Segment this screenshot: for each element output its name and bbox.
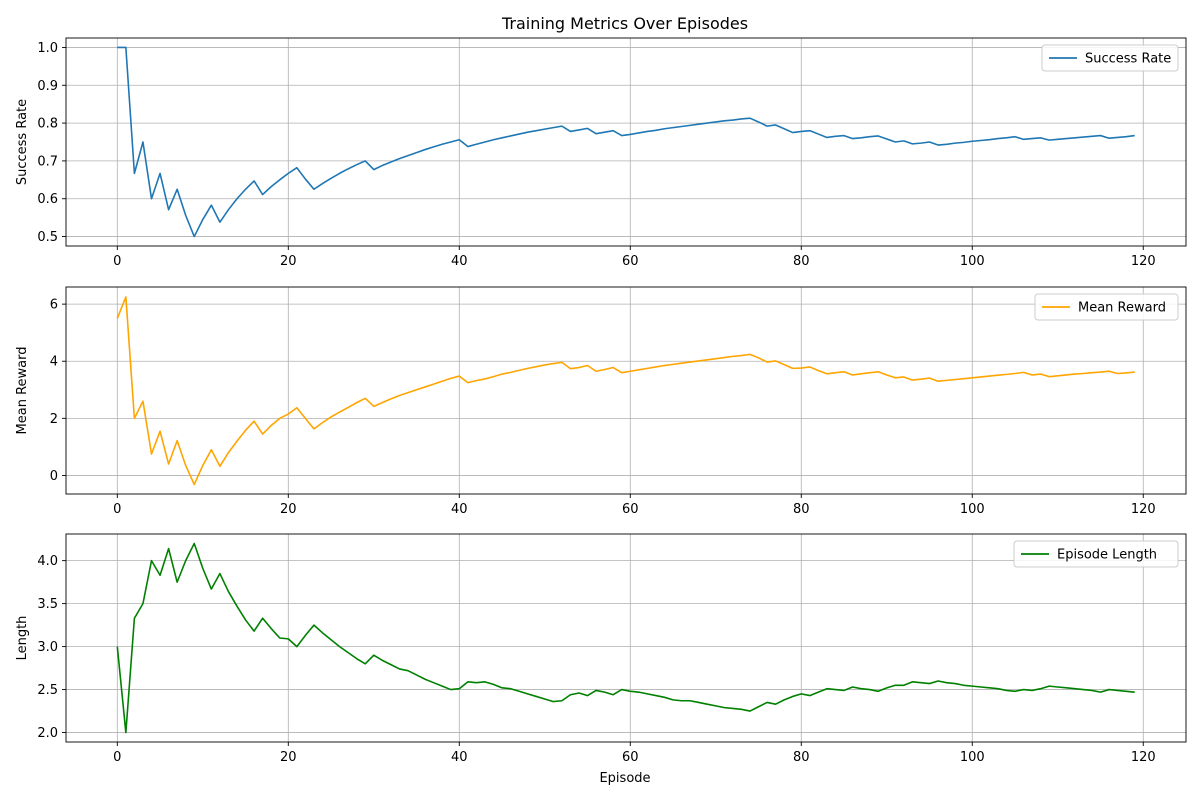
y-tick-label: 0.7 [37,154,58,169]
y-tick-label: 0 [50,469,58,484]
y-tick-label: 3.0 [37,640,58,655]
series-line [116,296,1135,486]
y-tick-label: 2 [50,412,58,427]
axes-frame [65,533,1187,743]
legend: Success Rate [1041,44,1179,72]
legend-label: Episode Length [1057,548,1157,563]
figure-title: Training Metrics Over Episodes [501,14,748,33]
legend-box [1034,293,1179,321]
legend-box [1013,540,1179,568]
x-tick-label: 20 [280,254,297,269]
x-tick-label: 120 [1131,750,1156,765]
x-tick-label: 0 [113,750,121,765]
x-tick-label: 60 [622,502,639,517]
chart-panel-1: 0 20 40 60 80 100 120 0.5 0.6 0.7 0.8 0.9 1.0 Success… [15,37,1187,269]
x-tick-label: 100 [960,254,985,269]
x-tick-label: 120 [1131,502,1156,517]
x-tick-label: 100 [960,502,985,517]
legend: Episode Length [1013,540,1179,568]
chart-panel-3: 0 20 40 60 80 100 120 2.0 2.5 3.0 3.5 4.0 Length Epis… [15,533,1187,765]
x-tick-label: 20 [280,750,297,765]
y-tick-label: 0.5 [37,230,58,245]
y-tick-label: 4 [50,355,58,370]
legend-label: Mean Reward [1078,301,1166,316]
chart-panels: 0 20 40 60 80 100 1200.50.60.70.80.91.0Success… [15,37,1187,765]
x-tick-label: 80 [793,502,810,517]
y-axis-label: Success Rate [15,99,30,185]
y-tick-label: 4.0 [37,554,58,569]
figure-xlabel: Episode [599,771,650,786]
x-tick-label: 60 [622,254,639,269]
series-line [117,46,1135,238]
x-tick-label: 60 [622,750,639,765]
x-tick-label: 120 [1131,254,1156,269]
y-tick-label: 3.5 [37,597,58,612]
x-tick-label: 0 [113,254,121,269]
x-tick-label: 40 [451,750,468,765]
x-tick-label: 80 [793,750,810,765]
x-tick-label: 40 [451,254,468,269]
y-tick-label: 0.6 [37,192,58,207]
y-tick-label: 2.0 [37,726,58,741]
y-tick-label: 0.8 [37,117,58,132]
legend-box [1041,44,1179,72]
y-tick-label: 2.5 [37,683,58,698]
x-tick-label: 0 [113,502,121,517]
axes-frame [65,286,1187,495]
x-tick-label: 100 [960,750,985,765]
chart-panel-2: 0 20 40 60 80 100 120 0 2 4 6 Mean Reward Mean Rewar… [15,286,1187,517]
series-line [116,542,1135,734]
y-tick-label: 1.0 [37,41,58,56]
x-tick-label: 20 [280,502,297,517]
legend: Mean Reward [1034,293,1179,321]
y-tick-label: 6 [50,298,58,313]
y-axis-label: Mean Reward [15,347,30,435]
legend-label: Success Rate [1085,52,1171,67]
x-tick-label: 80 [793,254,810,269]
axes-frame [65,37,1187,247]
y-axis-label: Length [15,616,30,661]
y-tick-label: 0.9 [37,79,58,94]
x-tick-label: 40 [451,502,468,517]
